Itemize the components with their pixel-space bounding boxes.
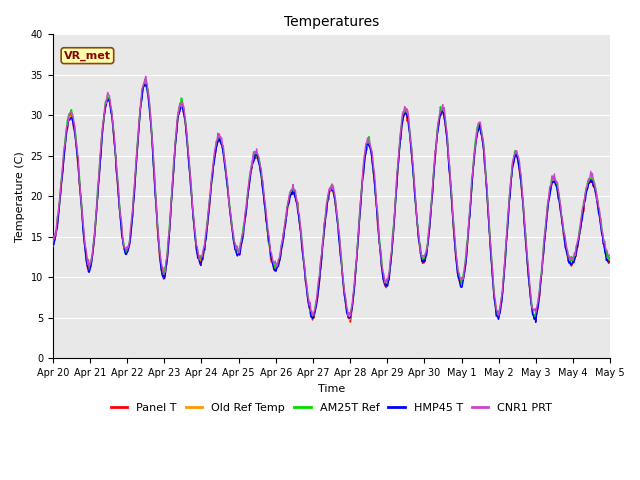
Text: VR_met: VR_met: [64, 50, 111, 61]
Y-axis label: Temperature (C): Temperature (C): [15, 151, 25, 241]
Legend: Panel T, Old Ref Temp, AM25T Ref, HMP45 T, CNR1 PRT: Panel T, Old Ref Temp, AM25T Ref, HMP45 …: [106, 398, 557, 418]
X-axis label: Time: Time: [318, 384, 345, 394]
Title: Temperatures: Temperatures: [284, 15, 379, 29]
